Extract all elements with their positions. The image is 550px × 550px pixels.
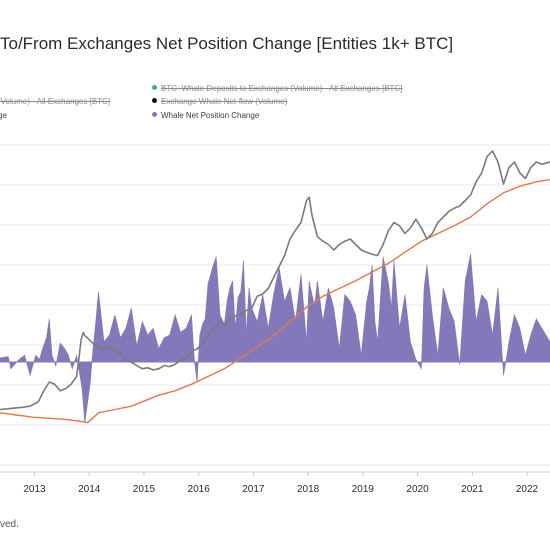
legend-label: Whale Net Position Change [161, 111, 260, 120]
x-tick-label: 2017 [242, 484, 265, 495]
legend-item-whale-net-position[interactable]: Whale Net Position Change [152, 111, 259, 120]
series-area-whale-net-position [0, 253, 550, 423]
chart-title: To/From Exchanges Net Position Change [E… [0, 34, 454, 53]
legend-item-ma[interactable]: ge [0, 111, 7, 120]
legend-label: BTC: Whale Deposits to Exchanges (Volume… [161, 84, 403, 93]
x-tick-label: 2022 [516, 484, 539, 495]
x-tick-label: 2021 [461, 484, 484, 495]
x-tick-label: 2016 [188, 484, 211, 495]
x-tick-label: 2019 [352, 484, 375, 495]
legend-item-netflow[interactable]: Exchange Whale Net-flow (Volume) [152, 97, 287, 106]
net-position-area [0, 253, 550, 423]
legend-item-volume[interactable]: (Volume) - All Exchanges [BTC] [0, 97, 110, 106]
legend-label: ge [0, 111, 7, 120]
series-line-price [0, 150, 550, 411]
legend-dot-icon [152, 85, 157, 90]
x-tick-label: 2014 [78, 484, 101, 495]
legend-dot-icon [152, 112, 157, 117]
price-lines [0, 150, 550, 424]
x-tick-label: 2013 [23, 484, 46, 495]
footer-text: ved. [0, 519, 19, 530]
x-axis-ticks: 2013 2014 2015 2016 2017 2018 2019 2020 2021 2022 [23, 472, 539, 495]
legend-label: Exchange Whale Net-flow (Volume) [161, 97, 288, 106]
legend-dot-icon [152, 98, 157, 103]
x-tick-label: 2015 [133, 484, 156, 495]
legend-item-whale-deposits[interactable]: BTC: Whale Deposits to Exchanges (Volume… [152, 84, 402, 93]
x-tick-label: 2020 [406, 484, 429, 495]
series-line-moving-average [0, 178, 550, 424]
legend-label: (Volume) - All Exchanges [BTC] [0, 97, 111, 106]
x-tick-label: 2018 [297, 484, 320, 495]
